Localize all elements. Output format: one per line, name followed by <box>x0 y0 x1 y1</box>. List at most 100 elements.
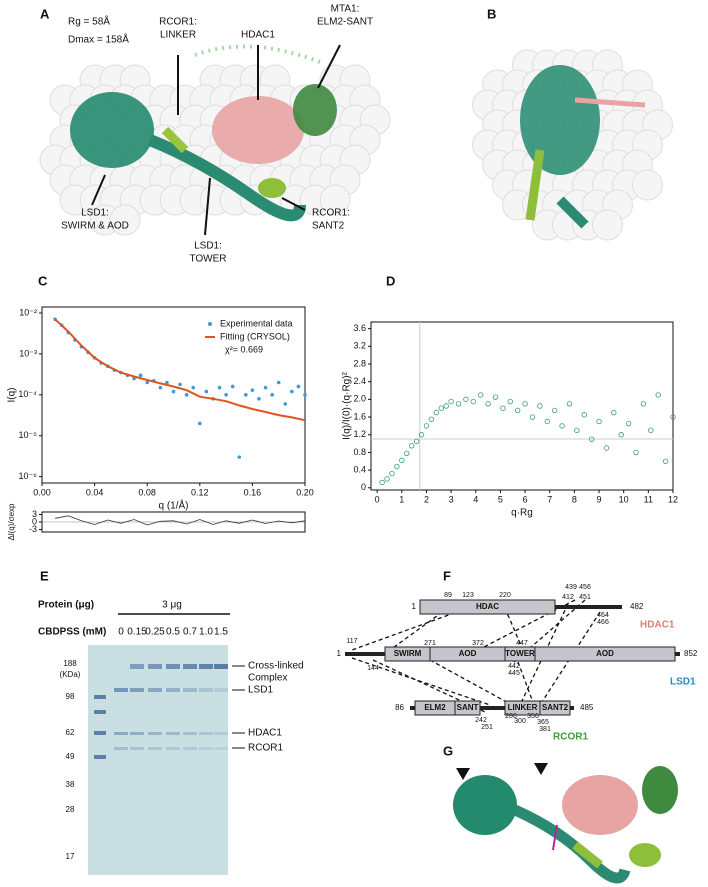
annotations: RCOR1: LINKER HDAC1 MTA1: ELM2-SANT LSD1: SWIR… <box>61 4 373 265</box>
site-label: 242 <box>475 717 487 724</box>
y-tick-label: 2.0 <box>353 394 366 404</box>
rcor1 <box>525 149 545 221</box>
site-label: 123 <box>462 592 474 599</box>
band <box>148 732 162 735</box>
legend-swatch <box>208 322 212 326</box>
panel-label: G <box>443 743 453 758</box>
data-point <box>204 389 209 394</box>
band <box>199 732 213 735</box>
band <box>166 732 180 735</box>
band <box>130 747 144 750</box>
site-label: 89 <box>444 592 452 599</box>
y-tick-label: 1.6 <box>353 411 366 421</box>
band <box>148 688 162 692</box>
data-point <box>478 392 484 398</box>
x-tick-label: 5 <box>498 494 503 504</box>
tower <box>556 196 589 229</box>
arrow <box>281 197 306 211</box>
data-point <box>290 389 294 394</box>
data-point <box>270 393 274 397</box>
band <box>214 688 228 692</box>
domain-label: SANT <box>457 703 479 712</box>
start-residue: 86 <box>395 703 404 712</box>
site-label: 445 <box>508 670 520 677</box>
data-point <box>408 443 415 449</box>
data-point <box>191 385 196 390</box>
x-tick-label: 3 <box>449 494 454 504</box>
end-residue: 482 <box>630 602 644 611</box>
series-line <box>55 515 306 526</box>
annotation: LSD1: <box>81 208 109 219</box>
band <box>214 747 228 750</box>
band <box>214 732 228 735</box>
band-label: LSD1 <box>248 685 273 696</box>
structure-g <box>453 763 678 884</box>
start-residue: 1 <box>412 602 417 611</box>
mta1 <box>642 766 678 814</box>
plot-frame <box>370 321 674 491</box>
data-point <box>413 438 420 445</box>
band <box>166 664 180 669</box>
x-tick-label: 0.04 <box>86 487 104 497</box>
y-tick-label: 3.6 <box>353 323 366 333</box>
y-tick-label: 0.8 <box>353 447 366 457</box>
data-point <box>224 393 228 397</box>
site-label: 456 <box>579 584 591 591</box>
site-label: 439 <box>565 584 577 591</box>
data-point <box>230 384 235 389</box>
amount: 3 μg <box>162 600 182 611</box>
lane-label: 1.0 <box>199 627 213 638</box>
hdac1 <box>574 97 646 108</box>
site-label: 451 <box>579 594 591 601</box>
x-tick-label: 7 <box>547 494 552 504</box>
band <box>183 747 197 750</box>
data-point <box>507 398 513 405</box>
structure-a <box>70 44 337 222</box>
data-point <box>198 421 202 426</box>
annotation: ELM2-SANT <box>317 17 373 28</box>
x-tick-label: 2 <box>424 494 429 504</box>
marker-band <box>94 695 106 699</box>
x-tick-label: 0.12 <box>191 487 209 497</box>
data-point <box>640 401 647 407</box>
y-tick-label: 0 <box>32 516 37 526</box>
site-label: 464 <box>597 612 609 619</box>
crosslink <box>539 611 601 706</box>
domain-label: SANT2 <box>542 703 569 712</box>
panel-label: A <box>40 6 50 21</box>
y-tick-label: 10⁻⁵ <box>19 430 38 440</box>
band <box>199 664 213 669</box>
mw-label: 17 <box>66 852 75 861</box>
data-point <box>514 407 521 414</box>
gel <box>88 645 228 875</box>
domain-label: ELM2 <box>424 703 446 712</box>
data-point <box>559 423 565 429</box>
site-label: 251 <box>481 724 493 731</box>
x-tick-label: 11 <box>644 494 653 504</box>
panel-label: B <box>487 6 496 21</box>
data-point <box>581 412 587 418</box>
y-tick-label: 0.4 <box>353 464 366 474</box>
sphere <box>592 209 623 241</box>
data-point <box>655 392 661 398</box>
crosslink <box>552 824 558 851</box>
band <box>148 747 162 750</box>
annotation: TOWER <box>189 254 226 265</box>
y-tick-label: 3.2 <box>353 341 366 351</box>
site-label: 381 <box>539 726 551 733</box>
data-point <box>611 409 617 416</box>
lane-label: 0.25 <box>145 627 165 638</box>
data-point <box>384 476 390 482</box>
domain-label: AOD <box>596 649 614 658</box>
data-point <box>455 401 462 407</box>
lane-label: 0.5 <box>166 627 180 638</box>
lane-label: 0.15 <box>127 627 147 638</box>
data-point <box>145 380 149 385</box>
data-point <box>389 470 395 477</box>
annotation: Rg = 58Å <box>68 15 110 28</box>
annotation: SANT2 <box>312 221 345 232</box>
panel-label: C <box>38 273 48 288</box>
band-label: HDAC1 <box>248 728 282 739</box>
rcor1-sant2 <box>629 843 661 867</box>
